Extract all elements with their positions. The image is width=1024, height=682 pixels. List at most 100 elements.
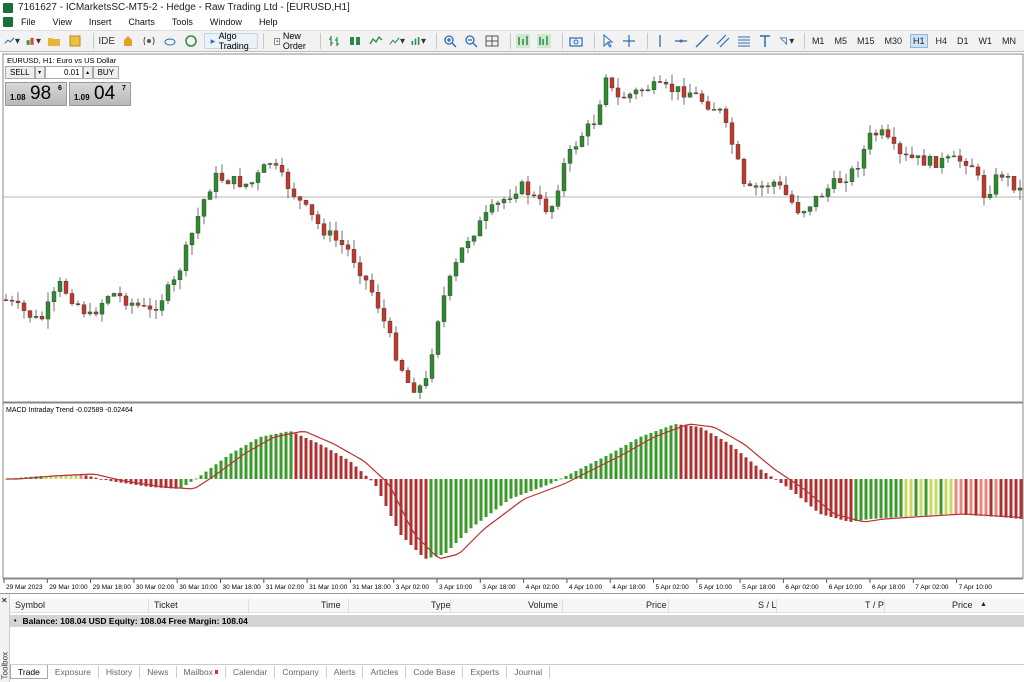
macd-bar <box>829 479 833 517</box>
macd-bar <box>769 476 773 479</box>
col-time[interactable]: Time <box>321 600 341 610</box>
macd-bar <box>299 435 303 479</box>
col-volume[interactable]: Volume <box>528 600 559 610</box>
screenshot-icon[interactable] <box>568 32 584 50</box>
tab-news[interactable]: News <box>140 666 177 678</box>
macd-bar <box>114 479 118 482</box>
menu-window[interactable]: Window <box>209 17 242 27</box>
algo-trading-button[interactable]: Algo Trading <box>203 31 258 51</box>
chart-canvas[interactable]: EURUSD, H1: Euro vs US Dollar MACD Intra… <box>0 52 1024 592</box>
menu-help[interactable]: Help <box>258 17 278 27</box>
strategy-tester-icon[interactable] <box>183 32 199 50</box>
col-current-price[interactable]: Price <box>952 600 973 610</box>
volume-up-icon[interactable]: ▴ <box>82 66 93 79</box>
candle-body <box>597 104 603 125</box>
col-tp[interactable]: T / P <box>865 600 884 610</box>
chart-shift-icon[interactable] <box>515 32 531 50</box>
timeframe-m30[interactable]: M30 <box>884 36 902 46</box>
macd-bar <box>974 479 978 516</box>
vertical-line-icon[interactable] <box>652 32 668 50</box>
shapes-icon[interactable]: ▾ <box>778 32 794 50</box>
crosshair-icon[interactable] <box>621 32 637 50</box>
tile-windows-icon[interactable] <box>484 32 500 50</box>
col-type[interactable]: Type <box>431 600 451 610</box>
horizontal-line-icon[interactable] <box>673 32 689 50</box>
timeframe-d1[interactable]: D1 <box>957 36 969 46</box>
new-order-button[interactable]: New Order <box>269 31 316 51</box>
tab-articles[interactable]: Articles <box>363 666 407 678</box>
sell-price-button[interactable]: 1.08 98 6 <box>5 82 67 106</box>
channel-icon[interactable] <box>715 32 731 50</box>
macd-bar <box>969 479 973 516</box>
candlestick-icon[interactable] <box>347 32 363 50</box>
timeframe-h4[interactable]: H4 <box>935 36 948 46</box>
menu-view[interactable]: View <box>52 17 72 27</box>
close-icon[interactable]: ✕ <box>1 596 8 605</box>
signals-icon[interactable] <box>141 32 157 50</box>
market-icon[interactable] <box>120 32 136 50</box>
cursor-icon[interactable] <box>600 32 616 50</box>
timeframe-m5[interactable]: M5 <box>834 36 847 46</box>
sort-up-icon[interactable]: ▲ <box>980 601 987 608</box>
macd-bar <box>864 479 868 520</box>
candle-body <box>435 321 441 355</box>
tab-code-base[interactable]: Code Base <box>406 666 464 678</box>
save-icon[interactable] <box>67 32 83 50</box>
fibonacci-icon[interactable] <box>736 32 752 50</box>
volume-input[interactable]: 0.01 <box>44 66 83 79</box>
tab-history[interactable]: History <box>99 666 141 678</box>
tab-calendar[interactable]: Calendar <box>226 666 276 678</box>
new-chart-icon[interactable]: ▾ <box>4 32 20 50</box>
timeframe-mn[interactable]: MN <box>1002 36 1017 46</box>
timeframe-w1[interactable]: W1 <box>978 36 993 46</box>
tab-alerts[interactable]: Alerts <box>327 666 364 678</box>
chart-window[interactable]: EURUSD, H1: Euro vs US Dollar MACD Intra… <box>0 52 1024 592</box>
menu-tools[interactable]: Tools <box>171 17 193 27</box>
ide-button[interactable]: IDE <box>98 35 115 47</box>
candle-body <box>15 300 21 304</box>
tab-company[interactable]: Company <box>275 666 327 678</box>
indicators-icon[interactable]: ▾ <box>389 32 405 50</box>
tab-experts[interactable]: Experts <box>463 666 508 678</box>
macd-bar <box>44 475 48 479</box>
macd-bar <box>554 479 558 481</box>
menu-file[interactable]: File <box>21 17 36 27</box>
tab-journal[interactable]: Journal <box>507 666 551 678</box>
menu-charts[interactable]: Charts <box>128 17 155 27</box>
text-tool-icon[interactable] <box>757 32 773 50</box>
macd-signal-line <box>6 423 1022 560</box>
volume-down-icon[interactable]: ▾ <box>34 66 45 79</box>
profiles-icon[interactable]: ▾ <box>25 32 41 50</box>
candle-body <box>657 81 663 83</box>
macd-bar <box>1019 479 1023 519</box>
macd-bar <box>784 479 788 487</box>
zoom-out-icon[interactable] <box>463 32 479 50</box>
templates-icon[interactable]: ▾ <box>410 32 426 50</box>
timeframe-h1[interactable]: H1 <box>910 34 928 48</box>
candle-body <box>153 309 159 311</box>
macd-bar <box>709 433 713 479</box>
sell-button[interactable]: SELL <box>5 66 35 79</box>
bar-chart-icon[interactable] <box>326 32 342 50</box>
col-sl[interactable]: S / L <box>758 600 777 610</box>
tab-exposure[interactable]: Exposure <box>48 666 99 678</box>
tab-trade[interactable]: Trade <box>10 665 48 679</box>
zoom-in-icon[interactable] <box>442 32 458 50</box>
candle-body <box>987 194 993 198</box>
candle-body <box>633 89 639 95</box>
col-symbol[interactable]: Symbol <box>15 600 46 610</box>
line-chart-icon[interactable] <box>368 32 384 50</box>
open-folder-icon[interactable] <box>46 32 62 50</box>
timeframe-m15[interactable]: M15 <box>856 36 875 46</box>
menu-insert[interactable]: Insert <box>88 17 112 27</box>
col-price[interactable]: Price <box>646 600 667 610</box>
autoscroll-icon[interactable] <box>536 32 552 50</box>
trend-line-icon[interactable] <box>694 32 710 50</box>
vps-cloud-icon[interactable] <box>162 32 178 50</box>
col-ticket[interactable]: Ticket <box>154 600 178 610</box>
timeframe-m1[interactable]: M1 <box>811 36 825 46</box>
buy-button[interactable]: BUY <box>92 66 120 79</box>
tab-mailbox[interactable]: Mailbox <box>177 666 226 678</box>
candle-body <box>939 157 945 168</box>
buy-price-button[interactable]: 1.09 04 7 <box>69 82 131 106</box>
